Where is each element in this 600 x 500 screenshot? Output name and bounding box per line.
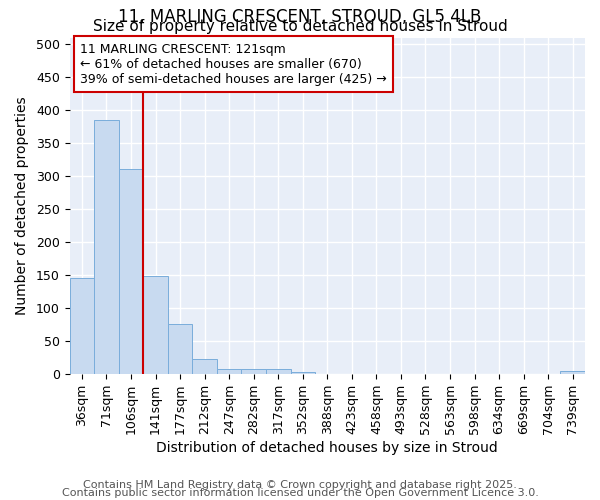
Bar: [217, 368, 241, 374]
Bar: [290, 372, 315, 374]
Bar: [119, 170, 143, 374]
Bar: [560, 371, 585, 374]
Y-axis label: Number of detached properties: Number of detached properties: [15, 96, 29, 315]
Bar: [94, 120, 119, 374]
Bar: [70, 278, 94, 374]
Text: 11, MARLING CRESCENT, STROUD, GL5 4LB: 11, MARLING CRESCENT, STROUD, GL5 4LB: [118, 8, 482, 26]
Bar: [143, 276, 168, 374]
Text: Contains HM Land Registry data © Crown copyright and database right 2025.: Contains HM Land Registry data © Crown c…: [83, 480, 517, 490]
Bar: [241, 368, 266, 374]
Bar: [168, 324, 193, 374]
Bar: [193, 360, 217, 374]
Text: 11 MARLING CRESCENT: 121sqm
← 61% of detached houses are smaller (670)
39% of se: 11 MARLING CRESCENT: 121sqm ← 61% of det…: [80, 42, 387, 86]
X-axis label: Distribution of detached houses by size in Stroud: Distribution of detached houses by size …: [157, 441, 498, 455]
Text: Contains public sector information licensed under the Open Government Licence 3.: Contains public sector information licen…: [62, 488, 538, 498]
Text: Size of property relative to detached houses in Stroud: Size of property relative to detached ho…: [92, 19, 508, 34]
Bar: [266, 368, 290, 374]
